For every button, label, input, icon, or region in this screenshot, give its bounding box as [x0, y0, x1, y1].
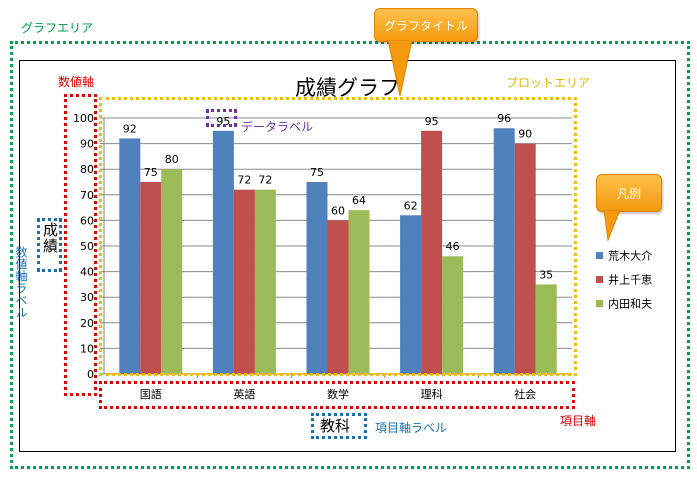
data-label-annotation: データラベル — [241, 120, 314, 134]
value-axis-highlight — [64, 94, 97, 396]
graph-title-callout: グラフタイトル — [374, 8, 478, 42]
legend-swatch — [596, 252, 603, 259]
x-tick-label: 社会 — [514, 387, 536, 401]
plot-area-annotation: プロットエリア — [506, 76, 591, 90]
category-axis-annotation: 項目軸 — [560, 414, 597, 428]
legend-item: 荒木大介 — [596, 245, 652, 264]
data-label: 60 — [331, 204, 345, 217]
x-tick-label: 国語 — [140, 387, 162, 401]
chart-title: 成績グラフ — [295, 76, 400, 100]
bar — [140, 182, 162, 374]
value-axis-label-annotation: 数値軸ラベル — [14, 246, 28, 318]
data-label: 72 — [237, 174, 251, 187]
legend-item: 井上千恵 — [596, 269, 652, 288]
legend-label: 内田和夫 — [608, 297, 653, 311]
y-tick-label: 30 — [80, 291, 94, 304]
x-tick-label: 理科 — [421, 387, 443, 401]
y-tick-label: 90 — [80, 138, 94, 151]
bar — [348, 210, 370, 374]
y-tick-label: 10 — [80, 342, 94, 355]
data-label: 95 — [425, 115, 439, 128]
bar — [442, 256, 464, 374]
graph-title-callout-tail — [387, 40, 413, 97]
y-tick-label: 0 — [87, 368, 94, 381]
data-label-highlight — [206, 109, 237, 127]
x-axis-label-highlight — [311, 413, 367, 439]
y-axis-label: 成績 — [41, 222, 59, 254]
y-tick-label: 60 — [80, 214, 94, 227]
plot-area-highlight — [99, 97, 577, 376]
data-label: 64 — [352, 194, 366, 207]
data-label: 96 — [497, 112, 511, 125]
category-axis-highlight — [99, 381, 575, 409]
bar — [421, 130, 443, 374]
data-label: 90 — [518, 128, 532, 141]
bar — [212, 130, 234, 374]
legend-label: 荒木大介 — [608, 249, 653, 263]
bar — [400, 215, 422, 374]
data-label: 80 — [165, 153, 179, 166]
y-tick-label: 100 — [73, 112, 94, 125]
data-label: 92 — [123, 122, 137, 135]
data-label: 72 — [258, 174, 272, 187]
bar — [233, 189, 255, 374]
bar — [254, 189, 276, 374]
x-tick-label: 数学 — [327, 387, 349, 401]
y-axis-label-highlight — [37, 218, 62, 272]
category-axis-label-annotation: 項目軸ラベル — [375, 421, 448, 435]
data-label: 75 — [144, 166, 158, 179]
legend-item: 内田和夫 — [596, 293, 652, 312]
bar — [161, 169, 183, 374]
value-axis-annotation: 数値軸 — [58, 75, 95, 89]
legend-callout-tail — [603, 210, 621, 242]
legend-swatch — [596, 300, 603, 307]
y-tick-label: 40 — [80, 266, 94, 279]
data-label: 62 — [404, 199, 418, 212]
tick-labels: 0 10 20 30 40 50 60 70 80 90 100 国語 英語 数学 理科 社会 — [73, 112, 536, 401]
graph-area-highlight — [10, 41, 690, 469]
data-label: 35 — [539, 268, 553, 281]
bar — [514, 143, 536, 374]
y-tick-label: 20 — [80, 317, 94, 330]
chart-frame — [19, 60, 676, 452]
y-tick-label: 70 — [80, 189, 94, 202]
y-tick-label: 50 — [80, 240, 94, 253]
legend-callout-text: 凡例 — [616, 186, 641, 201]
bar — [327, 220, 349, 374]
bar — [493, 128, 515, 374]
graph-title-callout-text: グラフタイトル — [383, 18, 468, 33]
legend-label: 井上千恵 — [608, 273, 653, 287]
data-label: 46 — [446, 240, 460, 253]
y-tick-label: 80 — [80, 163, 94, 176]
bar — [306, 182, 328, 374]
x-axis-label: 教科 — [320, 417, 351, 435]
bar — [535, 284, 557, 374]
x-tick-label: 英語 — [233, 387, 255, 401]
legend-swatch — [596, 276, 603, 283]
data-label: 75 — [310, 166, 324, 179]
bar — [119, 138, 141, 374]
graph-area-annotation: グラフエリア — [21, 21, 94, 35]
legend-callout: 凡例 — [596, 174, 662, 212]
bars — [119, 128, 557, 374]
